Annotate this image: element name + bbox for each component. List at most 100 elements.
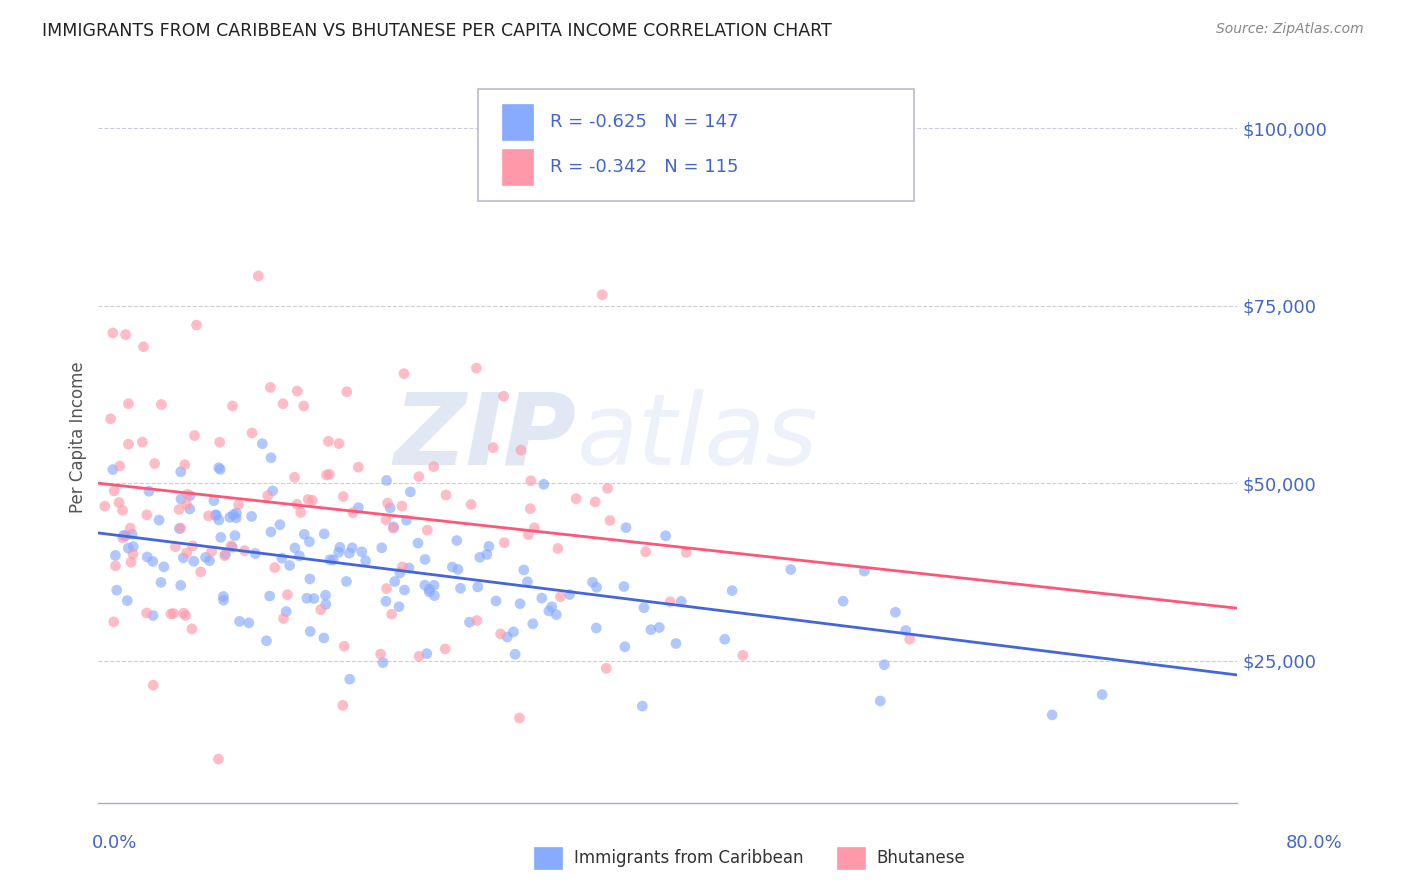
Point (392, 367, 415, 381)
Point (194, 550, 217, 565)
Point (659, 595, 682, 609)
Point (631, 699, 654, 714)
Point (489, 627, 512, 641)
Point (112, 528, 135, 542)
Point (342, 506, 364, 520)
Point (669, 594, 692, 608)
Point (256, 489, 278, 503)
Point (262, 483, 284, 498)
Point (416, 647, 439, 661)
Point (898, 632, 921, 647)
Point (312, 631, 335, 645)
Point (599, 514, 621, 528)
Point (271, 551, 294, 566)
Point (221, 540, 243, 554)
Point (176, 546, 198, 560)
Point (278, 558, 301, 573)
Point (212, 593, 235, 607)
Point (413, 552, 436, 566)
Point (165, 540, 187, 554)
Point (665, 636, 688, 650)
Point (260, 524, 283, 539)
Point (205, 508, 228, 522)
Point (121, 527, 143, 541)
Point (292, 399, 315, 413)
Point (475, 548, 498, 562)
Point (370, 647, 392, 661)
Point (219, 539, 242, 553)
Point (180, 622, 202, 636)
Point (423, 589, 446, 603)
Point (446, 533, 468, 548)
Point (478, 539, 501, 553)
Point (482, 441, 505, 455)
Point (502, 624, 524, 639)
Point (595, 661, 617, 675)
Point (494, 535, 516, 549)
Point (731, 648, 754, 663)
Point (115, 593, 138, 607)
Point (546, 607, 568, 622)
Point (434, 488, 457, 502)
Point (450, 582, 472, 596)
Point (207, 752, 229, 766)
Text: R = -0.625   N = 147: R = -0.625 N = 147 (550, 113, 738, 131)
Point (315, 598, 337, 612)
Point (256, 633, 278, 648)
Point (558, 588, 581, 602)
Point (283, 470, 305, 484)
Point (150, 397, 173, 411)
Point (222, 508, 245, 522)
Point (485, 594, 508, 608)
Point (654, 529, 676, 543)
Point (314, 527, 336, 541)
Point (143, 457, 166, 471)
Point (465, 361, 488, 376)
Point (832, 594, 855, 608)
Point (613, 640, 636, 654)
Point (329, 541, 352, 555)
Point (467, 580, 489, 594)
Point (131, 435, 153, 450)
Point (332, 698, 354, 713)
Point (585, 580, 607, 594)
Point (94, 499, 117, 513)
Point (252, 436, 274, 450)
Point (173, 606, 195, 620)
Y-axis label: Per Capita Income: Per Capita Income (69, 361, 87, 513)
Point (540, 599, 562, 614)
Point (225, 506, 247, 520)
Point (240, 509, 263, 524)
Point (298, 534, 321, 549)
Point (447, 562, 470, 576)
Point (117, 396, 139, 410)
Point (398, 561, 420, 575)
Point (375, 582, 398, 596)
Point (285, 384, 308, 398)
Point (406, 536, 429, 550)
Point (117, 541, 139, 555)
Point (271, 397, 294, 411)
Point (302, 591, 325, 606)
Point (214, 547, 236, 561)
Text: IMMIGRANTS FROM CARIBBEAN VS BHUTANESE PER CAPITA INCOME CORRELATION CHART: IMMIGRANTS FROM CARIBBEAN VS BHUTANESE P… (42, 22, 832, 40)
Point (142, 678, 165, 692)
Point (103, 483, 125, 498)
Point (295, 591, 318, 606)
Point (259, 380, 281, 394)
Point (148, 513, 170, 527)
Point (186, 318, 208, 332)
Point (172, 550, 194, 565)
Point (259, 589, 281, 603)
Point (547, 541, 569, 556)
Point (517, 527, 540, 541)
Point (183, 428, 205, 442)
Point (460, 497, 482, 511)
Point (375, 513, 398, 527)
Point (167, 502, 190, 516)
Point (247, 268, 270, 283)
Point (391, 559, 413, 574)
Point (1040, 707, 1063, 722)
Point (209, 530, 232, 544)
Point (138, 484, 160, 499)
